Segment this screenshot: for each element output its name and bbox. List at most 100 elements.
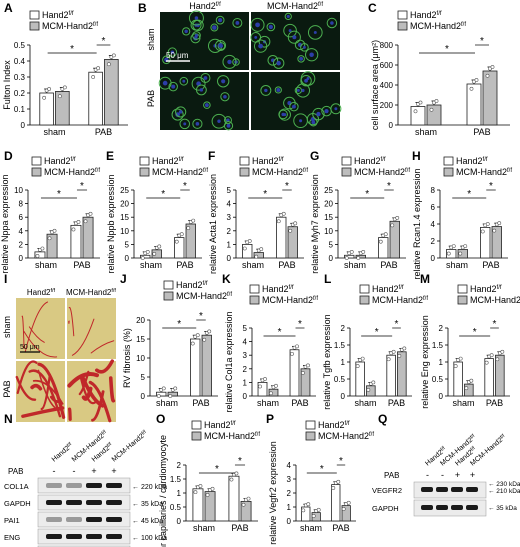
fibrosis-streak (28, 369, 62, 418)
panel-letter-h: H (412, 149, 421, 163)
blot-band (106, 534, 122, 539)
data-point (371, 380, 376, 385)
micro-b-col-label: MCM-Hand2f/f (267, 1, 323, 11)
nucleus (313, 30, 317, 34)
chart-p: 0 1 2 3 4 relative Vegfr2 expression sham PAB * *… (268, 420, 374, 545)
bar-PAB-mcm (495, 354, 505, 397)
cell-membrane (300, 43, 309, 52)
data-point (293, 221, 298, 226)
x-tick-label: PAB (95, 127, 112, 137)
chart-h: 0 2 4 6 8 relative Rcan1.4 expression sham PAB *… (412, 156, 512, 280)
data-point (402, 346, 407, 351)
micrograph-b: Hand2f/f MCM-Hand2f/f sham PAB 50 μm (146, 1, 342, 131)
y-tick-label: 1 (177, 489, 182, 498)
data-point (451, 244, 456, 249)
data-point (205, 493, 210, 497)
chart-l: 0 0.5 1 1.5 2 relative Tgfb expression sham PAB… (322, 284, 428, 410)
data-point (469, 378, 474, 383)
data-point (259, 247, 264, 252)
y-tick-label: 5 (243, 324, 248, 333)
data-point (76, 220, 81, 224)
panel-letter-e: E (106, 149, 114, 163)
blot-band (451, 487, 463, 492)
y-axis-label: cell surface area (μm²) (370, 40, 380, 130)
bar-sham-hand2 (410, 106, 426, 126)
data-point (191, 218, 196, 223)
y-tick-label: 0.5 (432, 375, 444, 384)
data-point (42, 95, 47, 100)
blot-band (421, 487, 433, 492)
data-point (306, 502, 311, 507)
legend-swatch (31, 156, 42, 166)
panel-letter-p: P (266, 412, 274, 426)
data-point (258, 384, 262, 389)
legend-label: Hand2f/f (262, 284, 294, 294)
blot-band (106, 483, 122, 488)
fibrosis-streak (21, 406, 65, 418)
data-point (331, 486, 336, 490)
legend-swatch (191, 431, 202, 441)
nucleus (221, 79, 226, 84)
nucleus (235, 21, 240, 25)
data-point (186, 226, 191, 230)
x-tick-label: PAB (231, 523, 248, 533)
legend-swatch (239, 156, 250, 166)
micro-b-row-label: sham (146, 28, 156, 50)
bar-PAB-hand2 (289, 349, 300, 397)
fibrosis-streak (67, 372, 100, 388)
data-point (174, 239, 179, 244)
nucleus (226, 123, 231, 128)
chart-o: 0 0.5 1 1.5 2 nr capillaries / cardiomyocyte s… (158, 420, 260, 547)
blot-band-label: ENG (4, 533, 20, 542)
data-point (91, 75, 96, 79)
cell-membrane (307, 25, 323, 40)
legend-label: Hand2f/f (152, 156, 184, 166)
y-tick-label: 3 (287, 475, 292, 484)
fibrosis-streak (71, 318, 95, 356)
data-point (386, 357, 391, 362)
cell-membrane (272, 57, 285, 69)
legend-label: Hand2f/f (252, 156, 284, 166)
y-axis-label: relative Nppa expression (0, 174, 10, 273)
nucleus (276, 88, 281, 92)
sig-star: * (493, 319, 497, 330)
y-tick-label: 0 (329, 254, 334, 263)
data-point (62, 85, 67, 90)
y-axis-label: relative Myh7 expression (310, 174, 320, 274)
y-tick-label: 0 (227, 254, 232, 263)
cell-membrane (175, 106, 187, 118)
bar-PAB-hand2 (331, 484, 341, 522)
sig-star: * (375, 327, 379, 338)
fibrosis-streak (40, 373, 51, 411)
blot-band (46, 517, 62, 522)
data-point (336, 479, 341, 484)
panel-letter-n: N (4, 412, 13, 426)
nucleus (299, 119, 303, 123)
blot-lane-label: Hand2f/f (50, 441, 75, 463)
legend-swatch (139, 167, 150, 177)
legend-label: MCM-Hand2f/f (44, 167, 100, 177)
data-point (458, 356, 463, 361)
y-tick-label: 1 (439, 358, 444, 367)
legend-label: Hand2f/f (176, 280, 208, 290)
y-tick-label: 5 (227, 186, 232, 195)
micrograph-i: Hand2f/f MCM-Hand2f/f sham PAB 50 μm (2, 288, 116, 423)
cell-membrane (200, 72, 211, 83)
cell-membrane (297, 55, 305, 63)
y-tick-label: 200 (380, 101, 394, 110)
legend-label: Hand2f/f (318, 420, 350, 430)
x-tick-label: sham (354, 398, 376, 408)
sig-star: * (161, 189, 165, 200)
y-axis-label: relative Vegfr2 expression (268, 441, 278, 545)
legend-label: Hand2f/f (354, 156, 386, 166)
legend-label: MCM-Hand2f/f (410, 21, 466, 31)
nucleus (218, 43, 223, 48)
data-point (301, 370, 305, 375)
cell-membrane (287, 30, 301, 44)
blot-strip (37, 528, 131, 545)
data-point (366, 387, 371, 392)
fibrosis-streak (23, 330, 58, 358)
data-point (111, 53, 116, 58)
